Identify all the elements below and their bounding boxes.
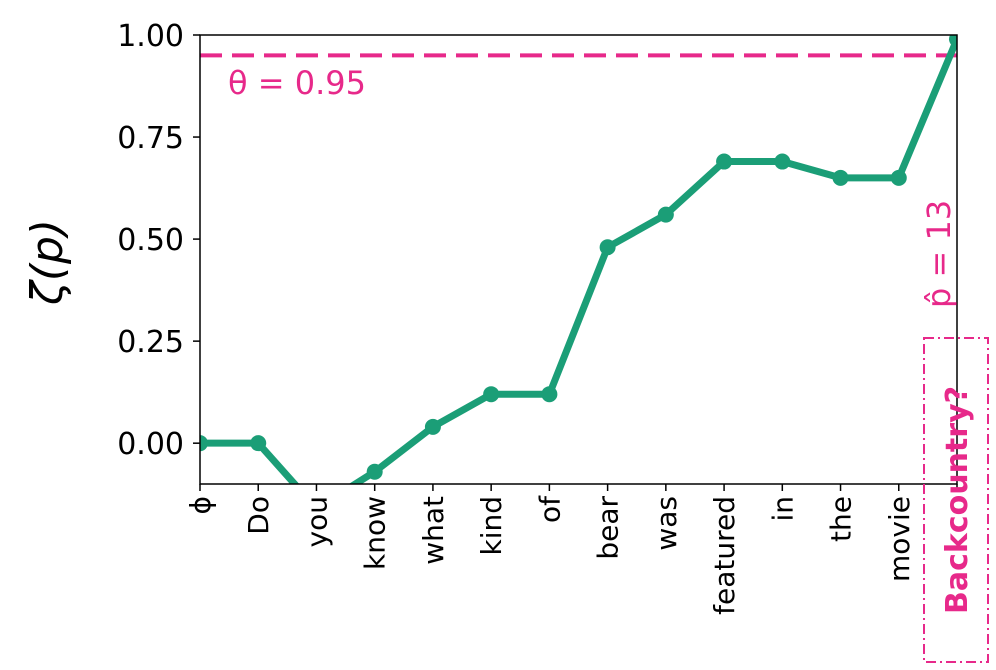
answer-token-label: Backcountry?: [940, 386, 975, 614]
y-tick-label-3: 0.75: [117, 121, 184, 156]
x-tick-label-1: Do: [242, 496, 275, 535]
y-tick-label-0: 0.00: [117, 427, 184, 462]
data-point-9: [716, 153, 733, 170]
x-tick-label-10: in: [766, 496, 799, 522]
plot-frame: [199, 34, 958, 485]
threshold-label: θ = 0.95: [228, 64, 366, 102]
y-tick-label-2: 0.50: [117, 223, 184, 258]
y-axis-label: ζ(p): [22, 219, 73, 306]
data-point-5: [483, 386, 500, 403]
data-point-3: [366, 463, 383, 480]
x-tick-label-7: bear: [592, 496, 625, 560]
axis-layer: 0.00 0.25 0.50 0.75 1.00 ϕ Do you know what kind of…: [117, 19, 958, 615]
x-tick-label-4: what: [417, 496, 450, 565]
x-tick-label-8: was: [650, 496, 683, 551]
answer-box-frame: [923, 337, 989, 663]
series-line: [200, 35, 957, 484]
plot-layer: [200, 35, 957, 484]
x-tick-label-6: of: [533, 495, 566, 523]
data-point-7: [599, 239, 616, 256]
data-point-12: [890, 169, 907, 186]
data-point-8: [657, 206, 674, 223]
stop-position-annotation: p̂ = 13: [920, 200, 958, 308]
data-point-4: [424, 418, 441, 435]
x-tick-label-3: know: [359, 496, 392, 570]
data-point-6: [541, 386, 558, 403]
y-tick-label-4: 1.00: [117, 19, 184, 54]
y-tick-label-1: 0.25: [117, 325, 184, 360]
plot-area: [200, 35, 957, 484]
x-tick-label-2: you: [300, 496, 333, 547]
x-tick-label-12: movie: [883, 496, 916, 582]
x-tick-label-11: the: [825, 496, 858, 542]
x-tick-label-9: featured: [708, 496, 741, 615]
data-point-11: [832, 169, 849, 186]
answer-token-box: Backcountry?: [923, 337, 989, 663]
x-tick-label-5: kind: [475, 496, 508, 556]
x-tick-label-0: ϕ: [184, 496, 217, 514]
data-point-13: [949, 35, 957, 48]
data-point-10: [774, 153, 791, 170]
data-point-0: [200, 435, 208, 452]
data-point-1: [250, 435, 267, 452]
